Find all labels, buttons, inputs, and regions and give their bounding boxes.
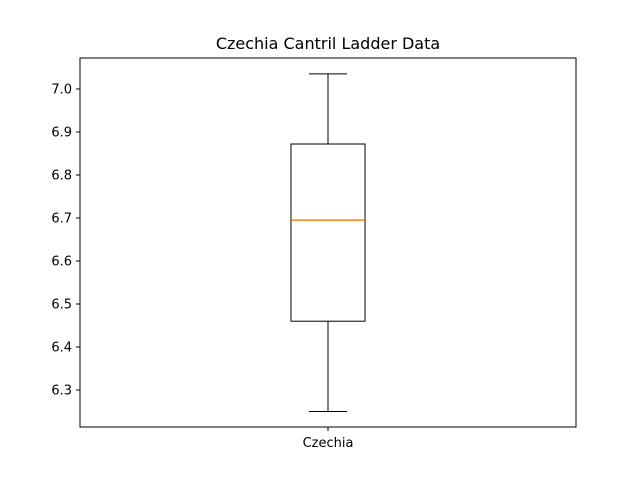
plot-frame <box>79 57 577 428</box>
y-tick-label: 6.9 <box>51 125 72 140</box>
y-tick-label: 6.4 <box>51 341 72 356</box>
box-plot-marks <box>290 73 366 413</box>
y-tick-label: 6.7 <box>51 211 72 226</box>
y-tick-label: 6.8 <box>51 168 72 183</box>
chart-title: Czechia Cantril Ladder Data <box>216 34 440 53</box>
y-tick-label: 6.5 <box>51 298 72 313</box>
x-tick-label: Czechia <box>303 436 354 451</box>
x-axis: Czechia <box>303 427 354 451</box>
y-tick-label: 6.3 <box>51 384 72 399</box>
y-tick-label: 7.0 <box>51 82 72 97</box>
y-axis: 6.3 6.4 6.5 6.6 6.7 6.8 6.9 7.0 <box>51 82 80 399</box>
y-tick-label: 6.6 <box>51 254 72 269</box>
interquartile-box <box>290 143 366 322</box>
